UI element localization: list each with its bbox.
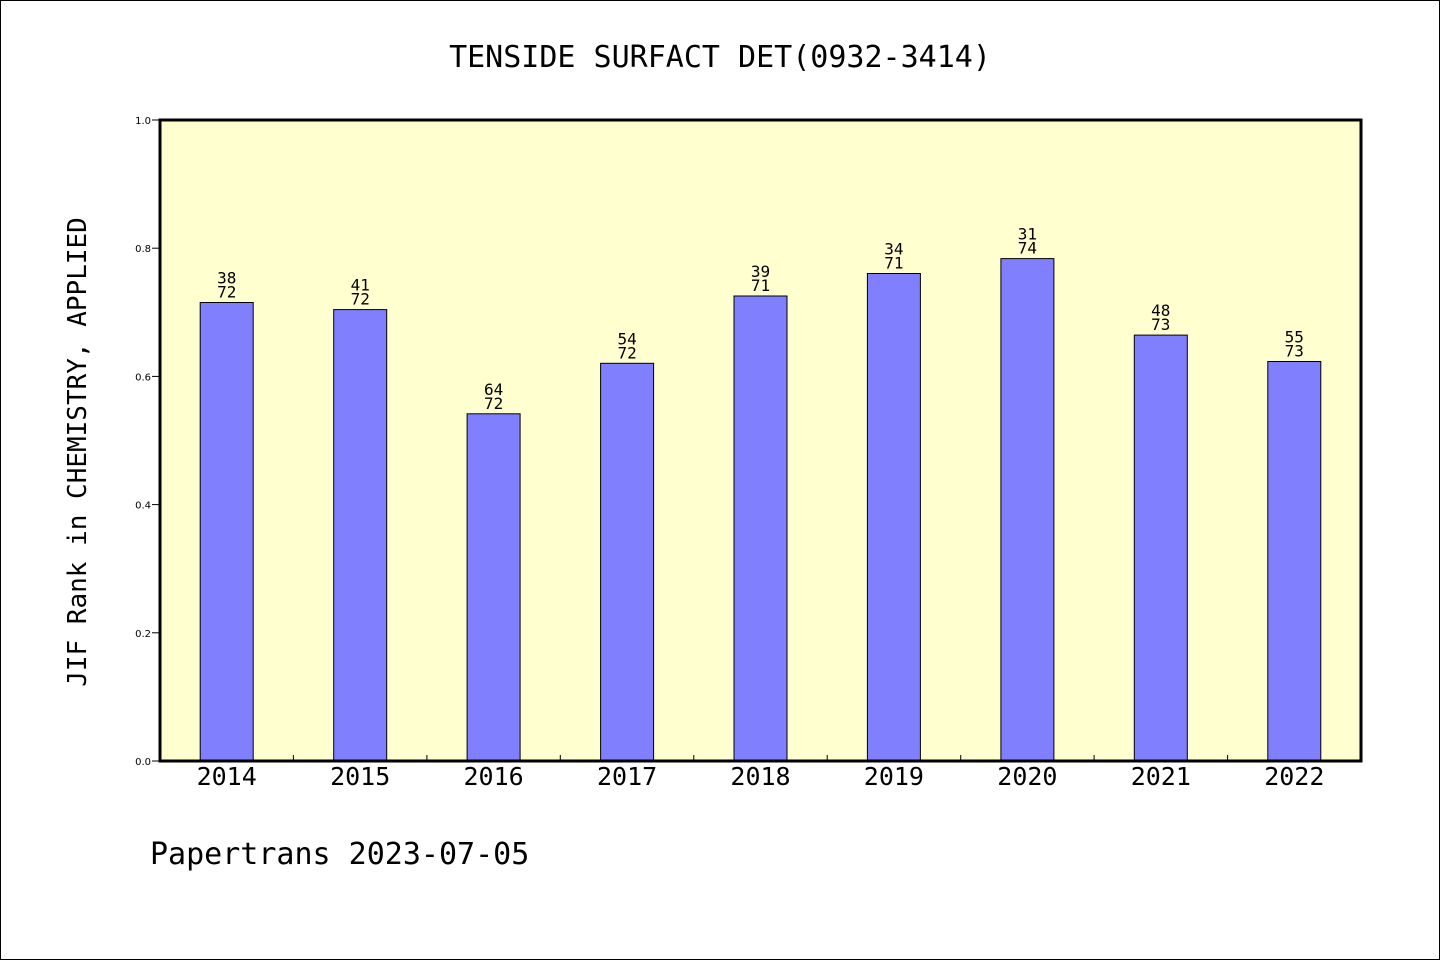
y-tick-label-5: 1.0 (135, 116, 151, 127)
bar-label-total-2021: 73 (1151, 315, 1170, 334)
bar-label-total-2019: 71 (884, 254, 903, 273)
bar-label-rank-2021: 48 (1151, 301, 1170, 320)
y-ticks-group: 0.0 0.2 0.4 0.6 0.8 1.0 (135, 116, 160, 768)
bar-label-total-2016: 72 (484, 394, 503, 413)
bar-label-rank-2019: 34 (884, 240, 903, 259)
bar-label-total-2020: 74 (1018, 239, 1037, 258)
bar-label-rank-2017: 54 (617, 329, 636, 348)
bar-2020 (1000, 258, 1055, 762)
x-tick-label-2016: 2016 (463, 762, 523, 791)
x-tick-label-2020: 2020 (997, 762, 1057, 791)
bar-2019 (866, 273, 921, 762)
bar-label-total-2022: 73 (1285, 342, 1304, 361)
bar-2021 (1133, 334, 1188, 762)
bar-label-rank-2020: 31 (1018, 225, 1037, 244)
footer-text: Papertrans 2023-07-05 (150, 837, 529, 872)
y-tick-label-0: 0.0 (135, 757, 151, 768)
bar-label-rank-2014: 38 (217, 269, 236, 288)
chart-title: TENSIDE SURFACT DET(0932-3414) (449, 40, 991, 75)
bar-label-rank-2015: 41 (351, 276, 370, 295)
y-tick-label-3: 0.6 (135, 372, 151, 383)
bar-2022 (1267, 361, 1322, 762)
y-axis-label: JIF Rank in CHEMISTRY, APPLIED (63, 217, 93, 687)
x-tick-label-2021: 2021 (1131, 762, 1191, 791)
bar-label-total-2017: 72 (617, 343, 636, 362)
y-tick-label-4: 0.8 (135, 244, 151, 255)
x-tick-label-2018: 2018 (730, 762, 790, 791)
bar-label-rank-2018: 39 (751, 262, 770, 281)
bar-2018 (733, 295, 788, 762)
plot-border (158, 118, 1363, 763)
x-ticks-group: 2014 2015 2016 2017 2018 2019 2020 2021 2022 (197, 755, 1324, 791)
bar-label-rank-2016: 64 (484, 380, 503, 399)
x-tick-label-2017: 2017 (597, 762, 657, 791)
bar-label-rank-2022: 55 (1285, 328, 1304, 347)
bar-label-total-2014: 72 (217, 283, 236, 302)
y-tick-label-2: 0.4 (135, 501, 151, 512)
x-tick-label-2015: 2015 (330, 762, 390, 791)
x-tick-label-2014: 2014 (197, 762, 257, 791)
bar-2017 (600, 362, 655, 762)
y-tick-label-1: 0.2 (135, 629, 151, 640)
bar-label-total-2018: 71 (751, 276, 770, 295)
x-tick-label-2022: 2022 (1264, 762, 1324, 791)
bar-2015 (333, 309, 388, 762)
bar-label-total-2015: 72 (351, 290, 370, 309)
bar-2014 (199, 302, 254, 762)
x-tick-label-2019: 2019 (864, 762, 924, 791)
bar-2016 (466, 413, 521, 762)
